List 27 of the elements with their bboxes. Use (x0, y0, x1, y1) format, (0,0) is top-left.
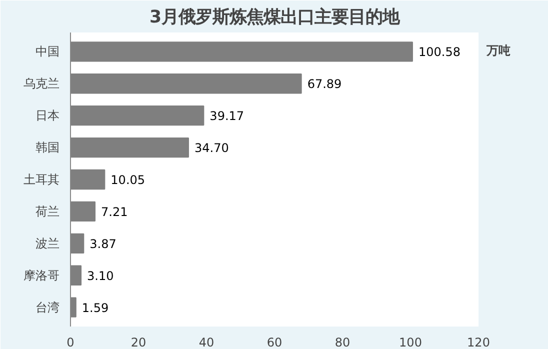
y-tick-label: 摩洛哥 (24, 268, 60, 282)
y-tick-label: 土耳其 (24, 172, 60, 186)
y-tick-label: 日本 (36, 108, 60, 123)
data-label: 34.70 (194, 141, 229, 156)
x-tick-label: 80 (334, 336, 350, 349)
x-tick-label: 100 (399, 336, 422, 349)
data-label: 67.89 (307, 77, 342, 92)
data-label: 3.10 (87, 268, 114, 283)
data-label: 1.59 (82, 300, 109, 315)
text: 万吨 (486, 44, 510, 58)
y-tick-label: 韩国 (36, 140, 60, 155)
y-tick-label: 乌克兰 (24, 76, 60, 91)
data-label: 39.17 (210, 109, 244, 124)
x-tick-label: 0 (66, 336, 74, 349)
data-label: 10.05 (110, 173, 146, 187)
x-tick-label: 60 (266, 336, 282, 349)
y-tick-label: 荷兰 (36, 204, 60, 218)
x-tick-label: 120 (467, 336, 490, 349)
x-tick-label: 20 (130, 336, 146, 349)
y-tick-label: 台湾 (36, 300, 60, 314)
y-tick-label: 波兰 (36, 236, 60, 250)
chart-title: 3月俄罗斯炼焦煤出口主要目的地 (149, 8, 401, 28)
y-tick-label: 中国 (36, 44, 60, 59)
data-label: 100.58 (418, 45, 460, 60)
data-label: 3.87 (90, 236, 116, 251)
data-label: 7.21 (101, 204, 128, 219)
x-tick-label: 40 (198, 336, 214, 349)
